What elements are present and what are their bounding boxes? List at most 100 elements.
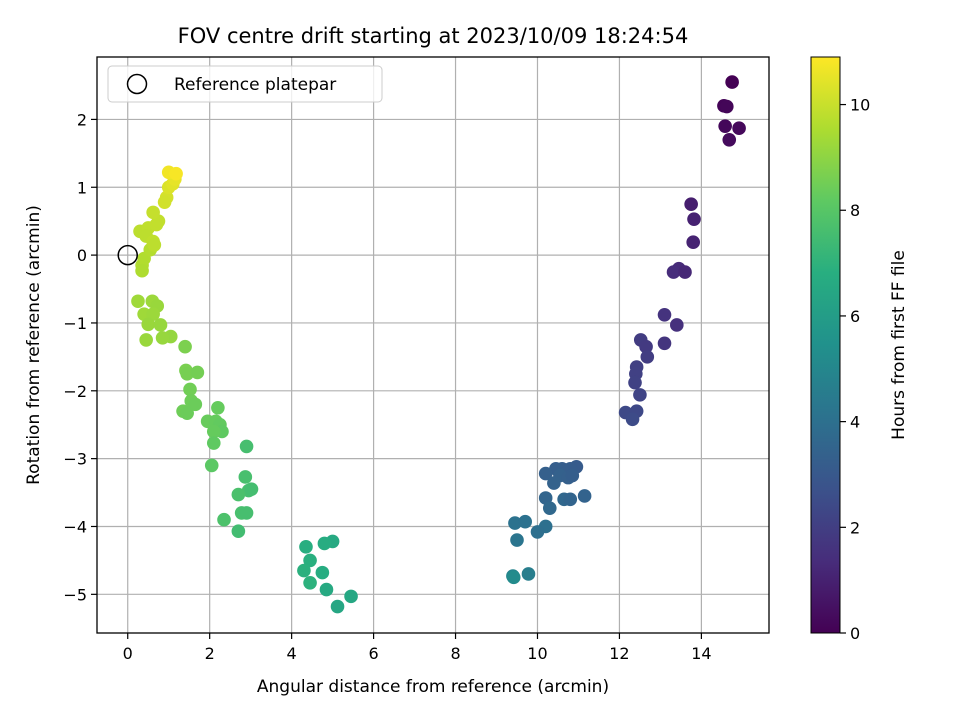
data-point xyxy=(147,238,162,252)
data-point xyxy=(628,375,642,390)
data-point xyxy=(153,318,168,332)
data-point xyxy=(633,388,647,402)
data-point xyxy=(238,470,253,484)
data-point xyxy=(155,331,170,345)
data-point xyxy=(319,582,334,597)
data-point xyxy=(169,166,183,181)
data-point xyxy=(217,512,231,527)
data-point xyxy=(563,492,578,507)
data-point xyxy=(678,265,692,279)
data-point xyxy=(684,197,698,212)
data-point xyxy=(506,570,521,585)
data-point xyxy=(178,339,192,354)
data-point xyxy=(518,514,532,529)
data-point xyxy=(538,491,553,505)
data-point xyxy=(639,339,653,354)
data-point xyxy=(344,589,358,604)
data-point xyxy=(244,482,259,496)
data-point xyxy=(330,599,345,614)
x-tick-label: 12 xyxy=(609,644,629,663)
y-tick-label: −1 xyxy=(63,314,87,333)
data-point xyxy=(231,524,246,539)
x-tick-label: 10 xyxy=(527,644,547,663)
data-point xyxy=(508,516,522,530)
scatter-points xyxy=(131,75,746,614)
data-point xyxy=(299,540,313,554)
data-point xyxy=(510,533,524,547)
data-point xyxy=(317,536,332,551)
x-axis-label: Angular distance from reference (arcmin) xyxy=(257,677,609,697)
data-point xyxy=(180,367,194,381)
data-point xyxy=(640,350,655,364)
plot-frame xyxy=(96,56,770,634)
data-point xyxy=(206,424,221,439)
data-point xyxy=(135,263,149,278)
x-tick-label: 8 xyxy=(450,644,460,663)
y-axis-label: Rotation from reference (arcmin) xyxy=(24,205,44,485)
data-point xyxy=(157,195,172,209)
data-point xyxy=(146,307,160,321)
y-tick-label: 0 xyxy=(77,246,87,265)
data-point xyxy=(303,553,317,568)
colorbar-tick-label: 0 xyxy=(850,624,860,643)
data-point xyxy=(666,265,681,279)
data-point xyxy=(657,308,672,322)
data-point xyxy=(521,567,536,581)
data-point xyxy=(180,406,194,420)
data-point xyxy=(538,466,553,481)
colorbar-ticks: 0 2 4 6 8 10 xyxy=(840,96,870,643)
legend-box xyxy=(107,65,383,103)
data-point xyxy=(670,318,684,332)
colorbar-tick-label: 2 xyxy=(850,518,860,537)
colorbar xyxy=(810,56,841,634)
data-point xyxy=(719,99,734,114)
data-point xyxy=(547,476,561,490)
legend: Reference platepar xyxy=(107,65,383,103)
y-tick-label: 1 xyxy=(77,178,87,197)
data-point xyxy=(239,506,254,520)
colorbar-tick-label: 8 xyxy=(850,201,860,220)
data-point xyxy=(625,412,640,427)
data-point xyxy=(188,397,203,412)
y-tick-label: −3 xyxy=(63,450,87,469)
data-point xyxy=(732,121,746,136)
x-tick-label: 14 xyxy=(691,644,711,663)
colorbar-tick-label: 6 xyxy=(850,307,860,326)
x-tick-label: 2 xyxy=(205,644,215,663)
colorbar-label: Hours from first FF file xyxy=(889,250,909,440)
chart-title: FOV centre drift starting at 2023/10/09 … xyxy=(178,24,689,48)
data-point xyxy=(542,501,557,515)
y-tick-label: 2 xyxy=(77,110,87,129)
colorbar-tick-label: 10 xyxy=(850,96,870,115)
colorbar-tick-label: 4 xyxy=(850,413,860,432)
data-point xyxy=(722,132,737,147)
data-point xyxy=(146,205,160,220)
data-point xyxy=(657,336,672,351)
data-point xyxy=(303,575,317,590)
x-tick-label: 4 xyxy=(287,644,297,663)
x-axis-ticks: 0 2 4 6 8 10 12 14 xyxy=(123,633,712,663)
data-point xyxy=(183,382,197,397)
data-point xyxy=(204,458,219,473)
x-tick-label: 0 xyxy=(123,644,133,663)
data-point xyxy=(297,563,311,578)
data-point xyxy=(231,487,246,502)
x-tick-label: 6 xyxy=(368,644,378,663)
data-point xyxy=(718,119,732,134)
data-point xyxy=(190,365,205,380)
y-tick-label: −5 xyxy=(63,585,87,604)
data-point xyxy=(131,294,145,309)
data-point xyxy=(530,525,545,539)
data-point xyxy=(315,565,330,580)
data-point xyxy=(239,439,254,454)
legend-entry-reference: Reference platepar xyxy=(174,75,336,95)
y-tick-label: −2 xyxy=(63,382,87,401)
data-point xyxy=(565,468,580,483)
data-point xyxy=(206,436,221,450)
grid-lines xyxy=(97,57,769,633)
data-point xyxy=(687,212,701,226)
data-point xyxy=(139,333,153,347)
y-axis-ticks: −5 −4 −3 −2 −1 0 1 2 xyxy=(63,110,97,604)
